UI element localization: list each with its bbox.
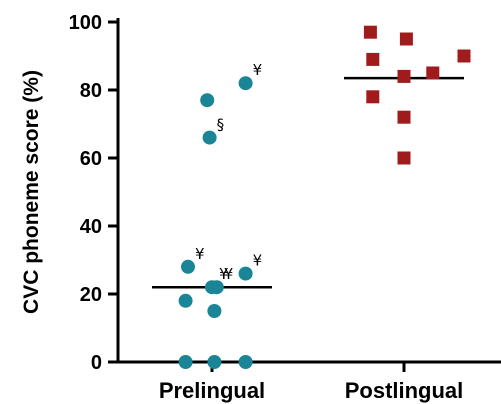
y-tick-label-60: 60	[80, 148, 102, 170]
data-point-prelingual-0	[238, 76, 253, 91]
data-point-postlingual-5	[397, 69, 411, 83]
y-axis-label-group: CVC phoneme score (%)	[20, 70, 43, 314]
data-point-postlingual-4	[426, 66, 440, 80]
y-tick-label-20: 20	[80, 284, 102, 306]
data-point-postlingual-2	[457, 49, 471, 63]
data-point-postlingual-6	[366, 90, 380, 104]
point-annotation-5: ¥	[224, 265, 234, 283]
data-point-prelingual-3	[181, 259, 195, 274]
data-point-postlingual-0	[363, 25, 377, 39]
point-annotation-0: ¥	[253, 61, 263, 79]
data-point-prelingual-6	[205, 280, 219, 295]
data-point-prelingual-7	[178, 293, 193, 308]
point-annotation-2: §	[217, 116, 225, 134]
x-categories: Prelingual Postlingual	[159, 362, 463, 403]
y-tick-label-0: 0	[91, 352, 102, 374]
data-point-prelingual-11	[238, 355, 253, 369]
data-point-prelingual-2	[202, 130, 217, 145]
y-tick-label-40: 40	[80, 216, 102, 238]
data-point-postlingual-1	[399, 32, 413, 46]
x-category-label-postlingual: Postlingual	[345, 378, 464, 403]
data-point-prelingual-1	[200, 93, 215, 108]
y-axis-label: CVC phoneme score (%)	[20, 70, 43, 314]
point-annotation-3: ¥	[195, 245, 205, 263]
axes	[116, 18, 501, 364]
data-point-postlingual-7	[397, 110, 411, 124]
data-points	[178, 25, 471, 369]
y-ticks: 0 20 40 60 80 100	[69, 12, 118, 374]
y-tick-label-100: 100	[69, 12, 102, 34]
data-point-postlingual-8	[397, 151, 411, 165]
point-annotation-6: ¥	[219, 265, 229, 283]
y-tick-label-80: 80	[80, 80, 102, 102]
point-annotations: ¥§¥ ¥¥¥	[195, 61, 262, 283]
data-point-postlingual-3	[366, 52, 380, 66]
data-point-prelingual-10	[207, 355, 222, 369]
data-point-prelingual-9	[178, 355, 193, 369]
point-annotation-4: ¥	[253, 252, 263, 270]
data-point-prelingual-8	[207, 304, 222, 318]
x-category-label-prelingual: Prelingual	[159, 378, 265, 403]
data-point-prelingual-4	[238, 266, 253, 281]
